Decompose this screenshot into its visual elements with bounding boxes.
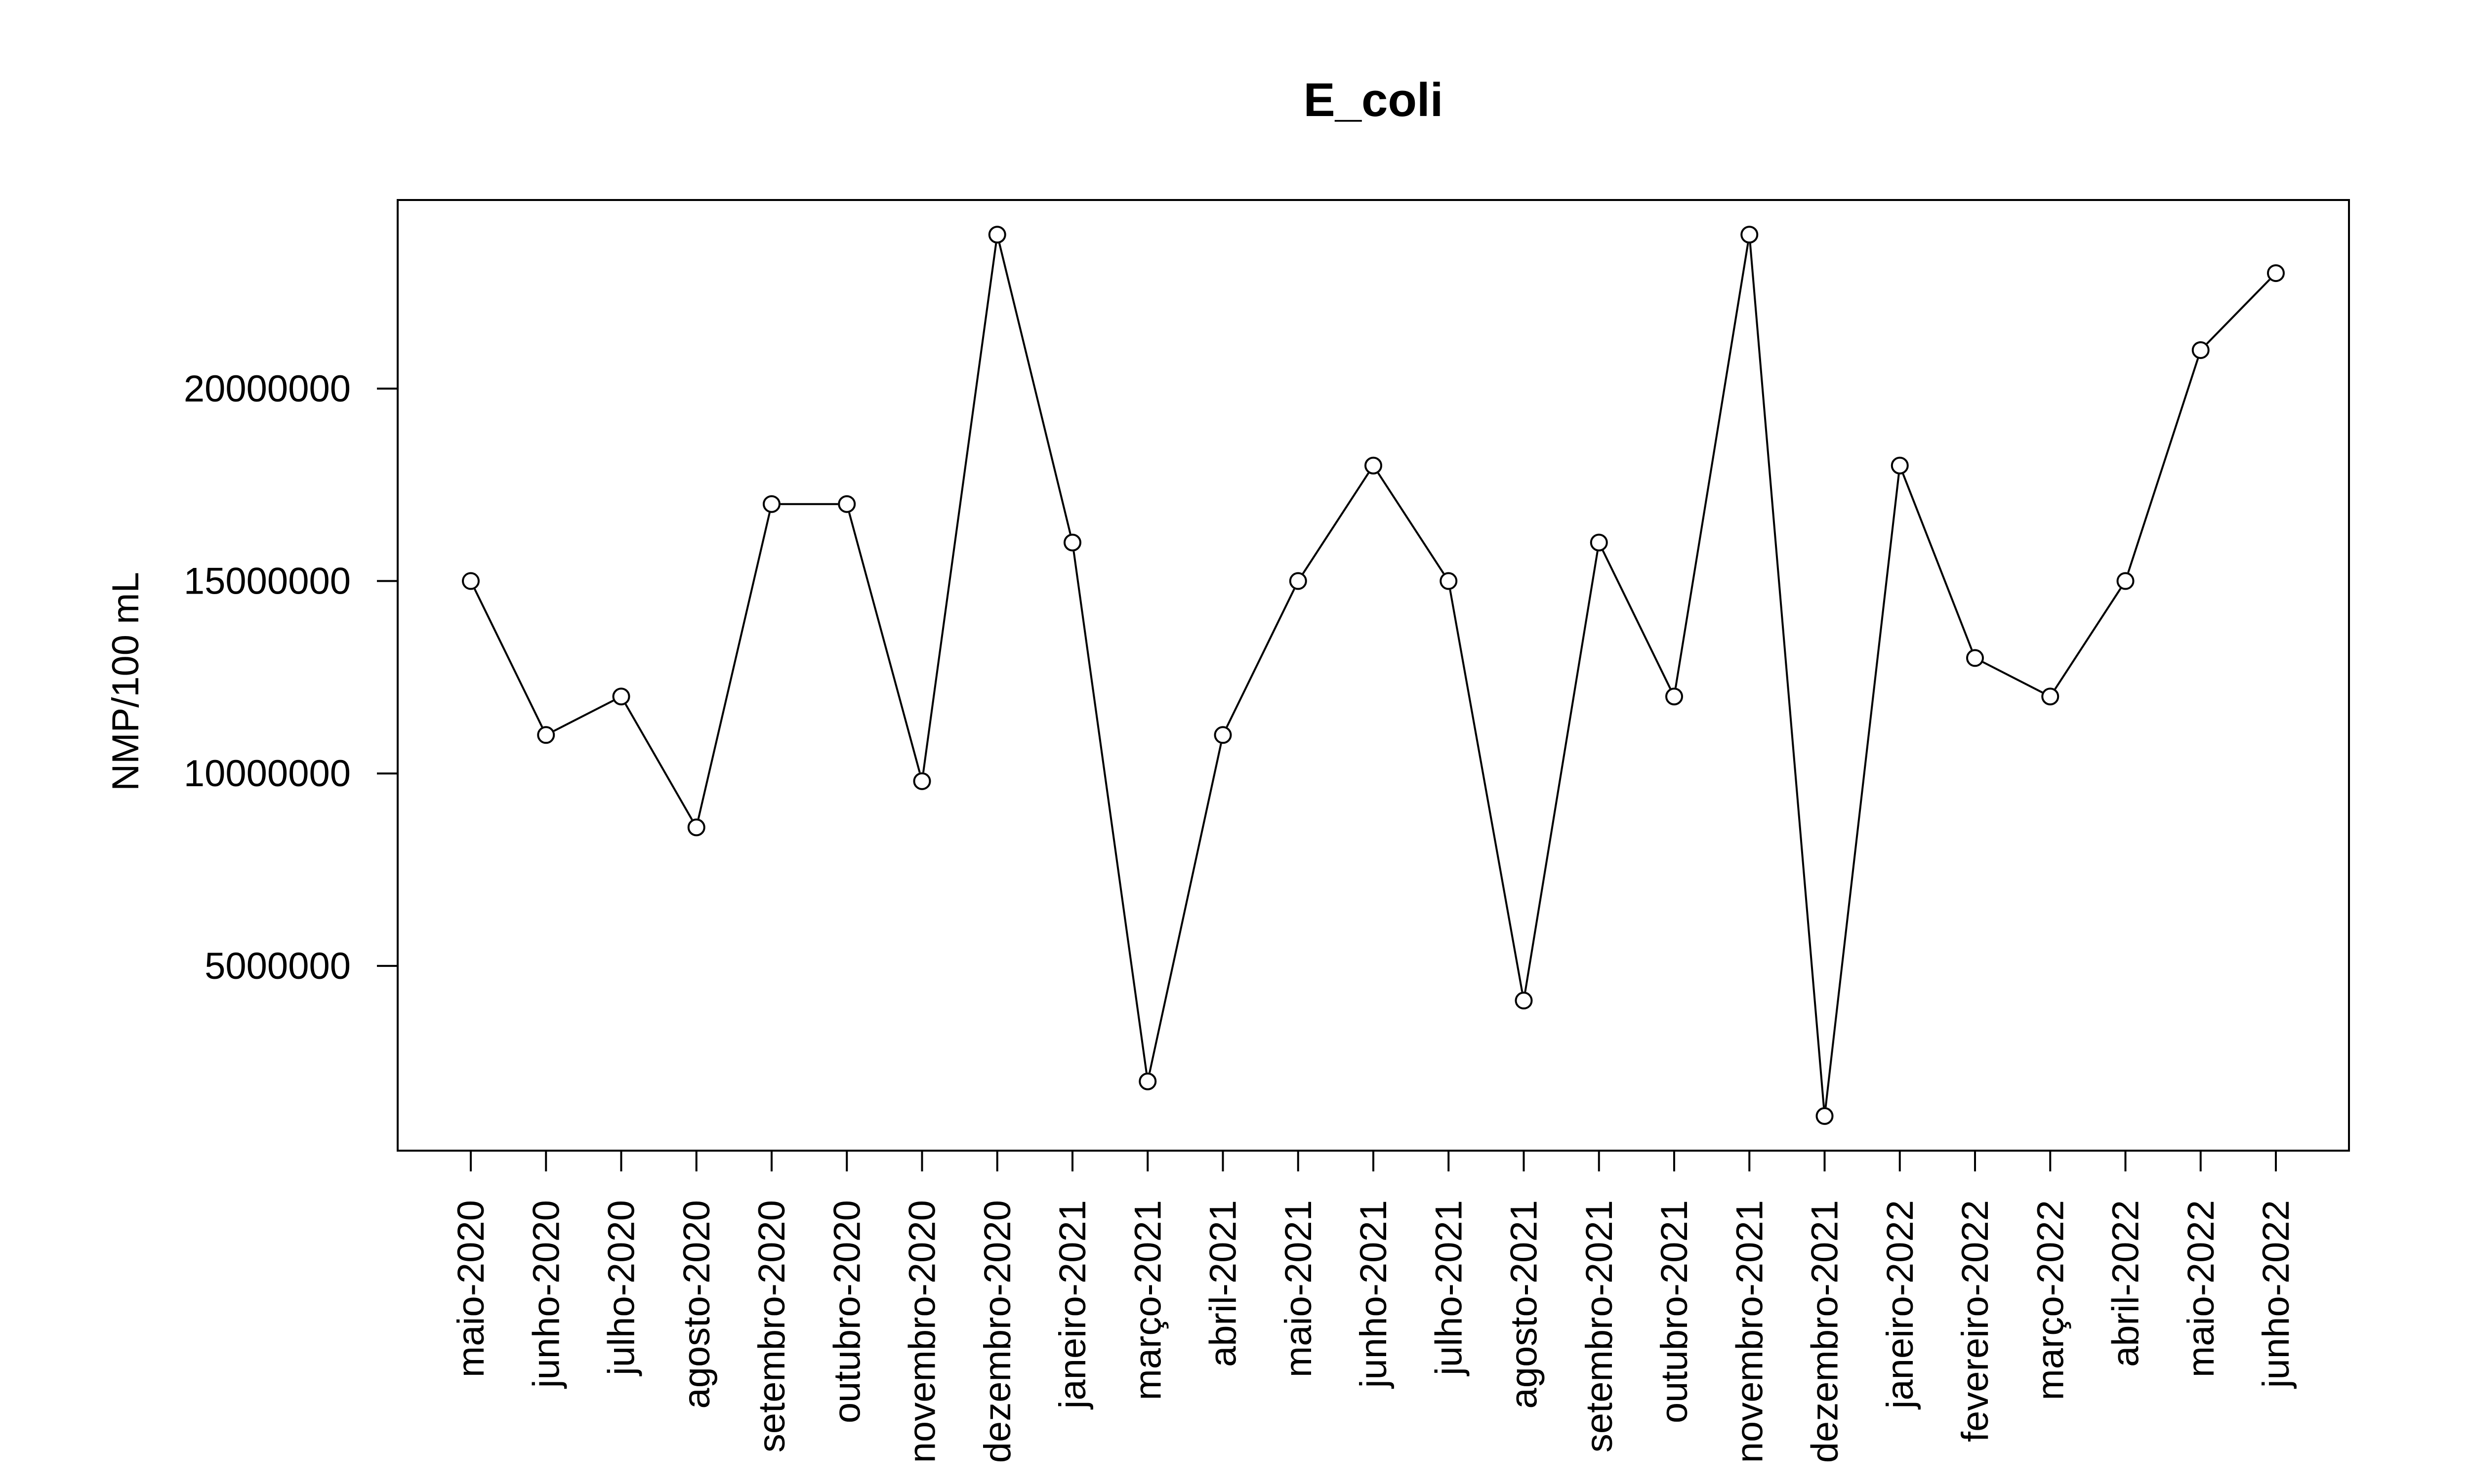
x-tick-label: março-2022 (2029, 1200, 2071, 1401)
data-point (988, 226, 1006, 244)
x-tick-label: maio-2021 (1277, 1200, 1319, 1377)
data-point (2041, 687, 2059, 706)
x-tick-label: junho-2020 (525, 1200, 567, 1389)
data-point (1064, 533, 1081, 552)
x-tick-label: janeiro-2022 (1879, 1200, 1921, 1410)
data-point (913, 772, 931, 790)
y-axis: 5000000 10000000 15000000 20000000 (184, 368, 399, 987)
x-tick-label: agosto-2020 (676, 1200, 718, 1409)
y-tick-label: 5000000 (205, 945, 351, 987)
x-axis: maio-2020 junho-2020 julho-2020 agosto-2020… (450, 1150, 2297, 1463)
data-point (687, 818, 705, 837)
data-point (1364, 456, 1382, 475)
x-tick-label: junho-2021 (1353, 1200, 1395, 1389)
x-tick-label: novembro-2020 (902, 1200, 944, 1463)
data-point (2267, 264, 2285, 282)
y-axis-label: NMP/100 mL (105, 572, 147, 791)
data-point (1289, 572, 1307, 590)
x-tick-label: agosto-2021 (1503, 1200, 1545, 1409)
data-point (1891, 456, 1909, 475)
data-point (1139, 1072, 1157, 1090)
data-point (1966, 649, 1984, 667)
x-tick-label: abril-2021 (1202, 1200, 1244, 1367)
x-tick-label: outubro-2020 (826, 1200, 868, 1423)
x-tick-label: julho-2020 (601, 1200, 643, 1376)
data-point (1665, 687, 1683, 706)
data-point (1214, 726, 1232, 744)
x-tick-label: dezembro-2020 (977, 1200, 1019, 1463)
x-tick-label: junho-2022 (2255, 1200, 2297, 1389)
data-point (838, 495, 856, 513)
data-point (1440, 572, 1458, 590)
x-tick-label: dezembro-2021 (1804, 1200, 1846, 1463)
x-tick-label: setembro-2020 (751, 1200, 793, 1452)
x-tick-label: setembro-2021 (1578, 1200, 1620, 1452)
data-point (612, 687, 630, 706)
data-point (2116, 572, 2135, 590)
y-tick-label: 15000000 (184, 561, 351, 602)
data-point (1515, 992, 1533, 1010)
x-tick-label: abril-2022 (2105, 1200, 2147, 1367)
data-point (1590, 533, 1608, 552)
data-point (462, 572, 480, 590)
x-tick-label: maio-2020 (450, 1200, 492, 1377)
series-line (474, 243, 2270, 1108)
data-points (462, 226, 2285, 1125)
data-point (763, 495, 781, 513)
chart-title: E_coli (1304, 74, 1443, 126)
x-tick-label: novembro-2021 (1729, 1200, 1770, 1463)
x-tick-label: janeiro-2021 (1052, 1200, 1094, 1410)
x-tick-label: maio-2022 (2180, 1200, 2222, 1377)
data-point (537, 726, 555, 744)
x-tick-label: março-2021 (1127, 1200, 1169, 1401)
data-point (2191, 341, 2210, 359)
y-tick-label: 20000000 (184, 368, 351, 410)
y-tick-label: 10000000 (184, 753, 351, 795)
data-point (1740, 226, 1759, 244)
x-tick-label: julho-2021 (1428, 1200, 1470, 1376)
data-point (1815, 1107, 1834, 1125)
x-tick-label: outubro-2021 (1653, 1200, 1695, 1423)
x-tick-label: fevereiro-2022 (1954, 1200, 1996, 1442)
